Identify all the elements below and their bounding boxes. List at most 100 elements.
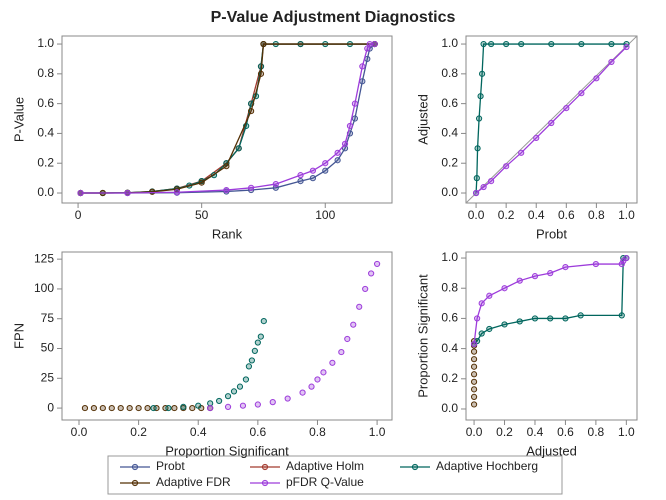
y-tick-label: 1.0: [441, 36, 458, 50]
marker: [90, 404, 97, 412]
marker: [356, 303, 363, 310]
y-tick-label: 0.2: [441, 155, 458, 169]
marker: [124, 189, 131, 197]
chart-title: P-Value Adjustment Diagnostics: [211, 9, 456, 26]
marker: [501, 321, 508, 328]
marker: [470, 348, 478, 355]
x-tick-label: 1.0: [369, 425, 386, 439]
legend-label: pFDR Q-Value: [286, 475, 364, 489]
marker: [371, 40, 378, 48]
marker: [198, 179, 205, 186]
marker: [480, 183, 487, 191]
y-axis-label: Proportion Significant: [415, 274, 430, 398]
marker: [322, 160, 329, 167]
x-tick-label: 0.6: [558, 208, 575, 222]
y-tick-label: 0.4: [37, 126, 54, 140]
marker: [248, 184, 255, 191]
marker: [351, 100, 359, 107]
marker: [578, 40, 585, 48]
plot-frame: [465, 251, 638, 421]
x-tick-label: 100: [315, 208, 335, 222]
marker: [516, 318, 523, 325]
marker: [470, 386, 478, 393]
series-line: [475, 43, 627, 194]
marker: [562, 315, 569, 322]
marker: [314, 376, 321, 383]
marker: [224, 393, 232, 400]
marker: [478, 330, 485, 337]
y-tick-label: 0.0: [441, 401, 458, 415]
marker: [516, 277, 523, 284]
marker: [368, 270, 375, 277]
marker: [618, 312, 625, 319]
marker: [470, 401, 478, 408]
marker: [269, 399, 276, 406]
y-tick-label: 0.2: [37, 155, 54, 169]
reference-line: [465, 35, 638, 204]
marker: [248, 107, 255, 115]
marker: [359, 63, 366, 70]
x-tick-label: 0.0: [71, 425, 88, 439]
marker: [373, 260, 381, 268]
marker: [488, 178, 495, 185]
x-tick-label: 0.8: [309, 425, 326, 439]
y-tick-label: 0.0: [441, 185, 458, 199]
marker: [480, 40, 487, 48]
marker: [592, 260, 599, 268]
marker: [260, 40, 267, 48]
marker: [108, 404, 115, 412]
marker: [548, 119, 555, 127]
marker: [344, 335, 351, 343]
marker: [173, 189, 181, 196]
marker: [223, 163, 230, 170]
legend-label: Probt: [156, 459, 185, 473]
legend-box: [107, 455, 563, 495]
marker: [245, 363, 253, 370]
marker: [297, 178, 304, 185]
marker: [180, 403, 187, 410]
marker: [562, 263, 569, 271]
series-line: [473, 257, 627, 345]
marker: [578, 90, 585, 97]
marker: [477, 93, 484, 100]
legend-label: Adaptive Holm: [286, 459, 364, 473]
marker: [366, 40, 373, 48]
marker: [472, 189, 480, 197]
marker: [236, 383, 244, 390]
x-tick-label: 0.4: [190, 425, 207, 439]
y-tick-label: 100: [34, 281, 54, 295]
marker: [165, 404, 172, 412]
marker: [235, 145, 242, 152]
marker: [475, 115, 483, 122]
marker: [618, 260, 625, 268]
legend-label: Adaptive Hochberg: [436, 459, 538, 473]
marker: [299, 389, 306, 396]
marker: [474, 315, 481, 322]
marker: [470, 363, 478, 370]
y-tick-label: 0.8: [441, 280, 458, 294]
series-line: [475, 46, 627, 194]
y-tick-label: 0.8: [441, 66, 458, 80]
marker: [470, 340, 478, 348]
y-axis-label: Adjusted: [415, 94, 430, 145]
y-tick-label: 75: [41, 311, 55, 325]
marker: [533, 134, 540, 141]
marker: [470, 356, 478, 363]
marker: [547, 270, 554, 277]
marker: [150, 404, 157, 412]
y-axis-label: FPN: [11, 323, 26, 349]
marker: [518, 40, 525, 48]
x-tick-label: 0.0: [466, 425, 483, 439]
series-line: [80, 43, 376, 194]
marker: [623, 43, 630, 51]
x-tick-label: 0.2: [496, 425, 513, 439]
y-tick-label: 0.8: [37, 66, 54, 80]
marker: [254, 339, 261, 346]
legend-marker: [131, 479, 139, 487]
x-tick-label: 1.0: [618, 208, 635, 222]
x-tick-label: 0.4: [528, 208, 545, 222]
marker: [350, 321, 357, 328]
marker: [346, 122, 354, 130]
marker: [470, 378, 478, 385]
